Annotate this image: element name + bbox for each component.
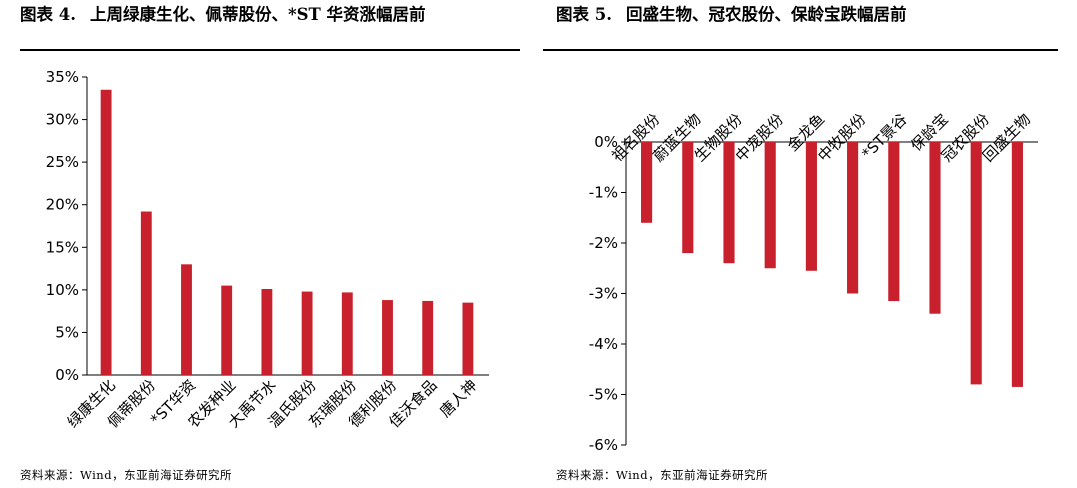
right-y-tick-label: 0% (594, 133, 618, 151)
right-y-tick-label: -3% (589, 285, 618, 303)
right-bar (929, 142, 941, 314)
left-chart-title-label: 图表 4. (20, 5, 76, 24)
left-y-tick-label: 5% (55, 323, 79, 341)
left-category-label: 唐人神 (436, 376, 481, 421)
left-bar (181, 264, 192, 375)
right-y-tick-label: -1% (589, 184, 618, 202)
left-chart-title-text: 上周绿康生化、佩蒂股份、*ST 华资涨幅居前 (89, 5, 426, 24)
right-bar (641, 142, 653, 223)
left-y-tick-label: 25% (46, 153, 79, 171)
right-chart-title-label: 图表 5. (556, 5, 612, 24)
right-bar (847, 142, 859, 294)
left-bar (341, 292, 353, 375)
right-y-tick-label: -4% (589, 335, 618, 353)
left-y-tick-label: 30% (46, 111, 79, 129)
right-title-rule (543, 49, 1058, 51)
right-y-tick-label: -6% (589, 436, 618, 454)
left-bar (301, 291, 313, 375)
left-y-tick-label: 35% (46, 68, 79, 86)
left-bar (422, 300, 434, 375)
right-bar (888, 142, 900, 302)
left-y-tick-label: 20% (46, 196, 79, 214)
left-y-tick-label: 10% (46, 281, 79, 299)
left-source-note: 资料来源：Wind，东亚前海证券研究所 (20, 468, 233, 482)
left-bar (382, 300, 393, 375)
left-chart-title: 图表 4. 上周绿康生化、佩蒂股份、*ST 华资涨幅居前 (20, 2, 515, 28)
left-y-tick-label: 0% (55, 366, 79, 384)
right-bar-chart: 0%-1%-2%-3%-4%-5%-6%祖名股份蔚蓝生物生物股份中宠股份金龙鱼中… (589, 110, 1038, 454)
left-bar (100, 89, 112, 376)
left-bar (140, 211, 152, 375)
right-bar (723, 142, 735, 264)
right-chart-title: 图表 5. 回盛生物、冠农股份、保龄宝跌幅居前 (556, 2, 1056, 28)
right-chart-panel: 图表 5. 回盛生物、冠农股份、保龄宝跌幅居前 0% -1% -2% -3% -4% -5%… (543, 0, 1077, 488)
left-bar-chart: 0%5%10%15%20%25%30%35%绿康生化佩蒂股份*ST华资农发种业大… (46, 68, 489, 431)
right-category-label: *ST景谷 (858, 110, 910, 162)
right-source-note: 资料来源：Wind，东亚前海证券研究所 (556, 468, 769, 482)
right-bar (682, 142, 694, 254)
right-bar (805, 142, 817, 271)
right-y-tick-label: -2% (589, 234, 618, 252)
left-chart-panel: 图表 4. 上周绿康生化、佩蒂股份、*ST 华资涨幅居前 0% 5% 10% 15% 20… (0, 0, 530, 488)
right-bar (764, 142, 776, 269)
left-bar (462, 302, 474, 375)
left-bar (221, 285, 233, 375)
left-bar (261, 289, 273, 375)
right-chart-title-text: 回盛生物、冠农股份、保龄宝跌幅居前 (625, 5, 907, 24)
left-title-rule (20, 49, 520, 51)
right-y-tick-label: -5% (589, 386, 618, 404)
right-bar (1011, 142, 1023, 387)
left-y-tick-label: 15% (46, 238, 79, 256)
right-bar (970, 142, 982, 385)
